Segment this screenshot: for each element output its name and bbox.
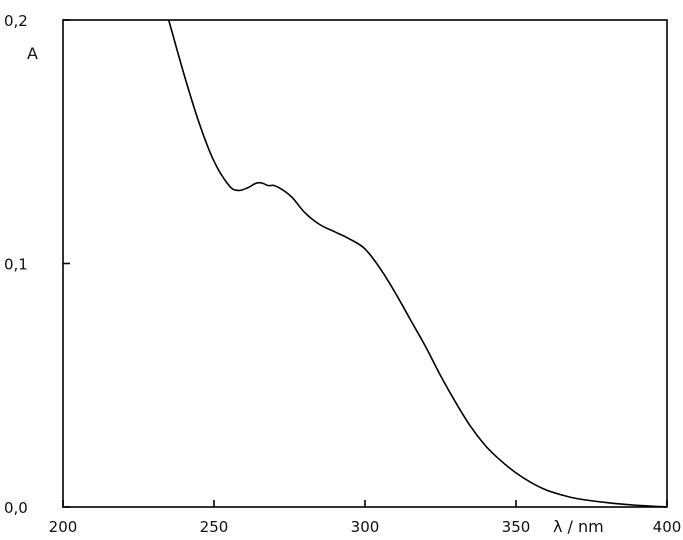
y-tick-label: 0,1 — [4, 256, 28, 274]
x-tick-label: 300 — [351, 518, 380, 536]
x-tick-label: 250 — [200, 518, 229, 536]
x-tick-label: 350 — [502, 518, 531, 536]
axis-ticks — [62, 19, 668, 508]
x-axis-label: λ / nm — [553, 517, 604, 536]
x-tick-label: 400 — [653, 518, 682, 536]
y-tick-labels: 0,0 0,1 0,2 — [4, 12, 28, 517]
y-tick-label: 0,2 — [4, 12, 28, 30]
series-line — [167, 19, 668, 508]
y-tick-label: 0,0 — [4, 499, 28, 517]
plot-frame — [62, 19, 668, 508]
y-axis-label: A — [27, 44, 38, 63]
x-tick-labels: 200 250 300 350 400 — [49, 518, 682, 536]
x-tick-label: 200 — [49, 518, 78, 536]
